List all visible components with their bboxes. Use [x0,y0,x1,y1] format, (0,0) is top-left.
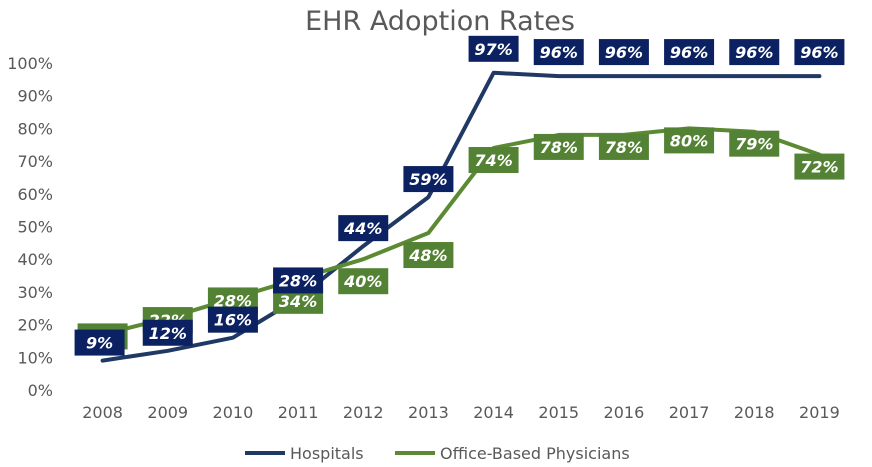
data-label-hospitals: 96% [664,39,715,66]
data-label-box [533,133,584,160]
y-axis: 0% 10% 20% 30% 40% 50% 60% 70% 80% 90% 100% [7,54,53,400]
data-label-text: 79% [735,135,773,154]
data-label-box [794,153,845,180]
x-tick-label: 2016 [604,403,645,422]
data-label-text: 28% [214,291,252,310]
legend-item-office-based-physicians: Office-Based Physicians [395,444,630,463]
data-label-box [729,39,780,66]
data-label-hospitals: 28% [273,267,324,294]
y-tick-label: 0% [28,381,53,400]
data-label-physicians: 48% [403,242,454,269]
data-label-hospitals: 16% [207,306,258,333]
data-label-hospitals: 12% [142,319,193,346]
data-label-text: 96% [800,43,838,62]
data-label-hospitals: 97% [468,35,519,62]
data-label-box [468,35,519,62]
y-tick-label: 50% [17,218,53,237]
data-label-text: 40% [343,272,382,291]
data-label-box [664,127,715,154]
data-label-text: 59% [409,170,447,189]
data-label-hospitals: 9% [74,329,125,356]
data-label-text: 44% [343,219,382,238]
data-label-box [403,166,454,193]
chart-title: EHR Adoption Rates [305,6,575,37]
data-label-hospitals: 96% [729,39,780,66]
data-label-physicians: 74% [468,147,519,174]
data-label-box [533,39,584,66]
data-label-text: 78% [540,138,578,157]
data-label-physicians: 78% [533,133,584,160]
y-tick-label: 90% [17,87,53,106]
y-tick-label: 40% [17,250,53,269]
data-label-box [598,39,649,66]
legend: Hospitals Office-Based Physicians [245,444,630,463]
data-label-box [142,319,193,346]
data-labels: 17%22%28%34%40%48%74%78%78%80%79%72%9%12… [74,35,845,356]
data-label-text: 48% [408,246,447,265]
data-label-box [207,306,258,333]
data-label-box [794,39,845,66]
legend-label: Hospitals [290,444,364,463]
y-tick-label: 80% [17,119,53,138]
data-label-physicians: 80% [664,127,715,154]
data-label-box [273,267,324,294]
x-tick-label: 2009 [147,403,188,422]
data-label-text: 96% [540,43,578,62]
data-label-text: 12% [149,324,187,343]
x-tick-label: 2015 [538,403,579,422]
data-label-box [338,215,389,242]
y-tick-label: 70% [17,152,53,171]
data-label-box [729,130,780,157]
data-label-text: 9% [86,334,113,353]
data-label-box [74,329,125,356]
legend-item-hospitals: Hospitals [245,444,364,463]
data-label-hospitals: 44% [338,215,389,242]
data-label-text: 96% [670,43,708,62]
x-axis: 2008 2009 2010 2011 2012 2013 2014 2015 2016 2017… [82,403,840,422]
x-tick-label: 2012 [343,403,384,422]
data-label-hospitals: 96% [598,39,649,66]
x-tick-label: 2017 [669,403,710,422]
data-label-box [664,39,715,66]
x-tick-label: 2008 [82,403,123,422]
x-tick-label: 2013 [408,403,449,422]
y-tick-label: 60% [17,185,53,204]
data-label-hospitals: 96% [794,39,845,66]
data-label-text: 78% [605,138,643,157]
series-line-hospitals [100,70,822,363]
data-label-text: 96% [605,43,643,62]
x-tick-label: 2018 [734,403,775,422]
data-label-text: 16% [214,311,252,330]
y-tick-label: 10% [17,348,53,367]
data-label-box [468,147,519,174]
y-tick-label: 30% [17,283,53,302]
data-label-text: 34% [279,292,317,311]
data-label-physicians: 72% [794,153,845,180]
data-label-text: 97% [474,40,512,59]
data-label-physicians: 40% [338,268,389,295]
data-label-physicians: 78% [598,133,649,160]
data-label-hospitals: 96% [533,39,584,66]
data-label-hospitals: 59% [403,166,454,193]
data-label-text: 80% [670,131,708,150]
x-tick-label: 2010 [213,403,254,422]
y-tick-label: 100% [7,54,53,73]
legend-label: Office-Based Physicians [440,444,630,463]
data-label-physicians: 79% [729,130,780,157]
data-label-box [598,133,649,160]
data-label-box [403,242,454,269]
data-label-text: 96% [735,43,773,62]
y-tick-label: 20% [17,316,53,335]
data-label-text: 72% [800,158,838,177]
x-tick-label: 2014 [473,403,514,422]
x-tick-label: 2019 [799,403,840,422]
x-tick-label: 2011 [278,403,319,422]
data-label-box [338,268,389,295]
data-label-text: 28% [279,271,317,290]
data-label-text: 74% [474,151,512,170]
